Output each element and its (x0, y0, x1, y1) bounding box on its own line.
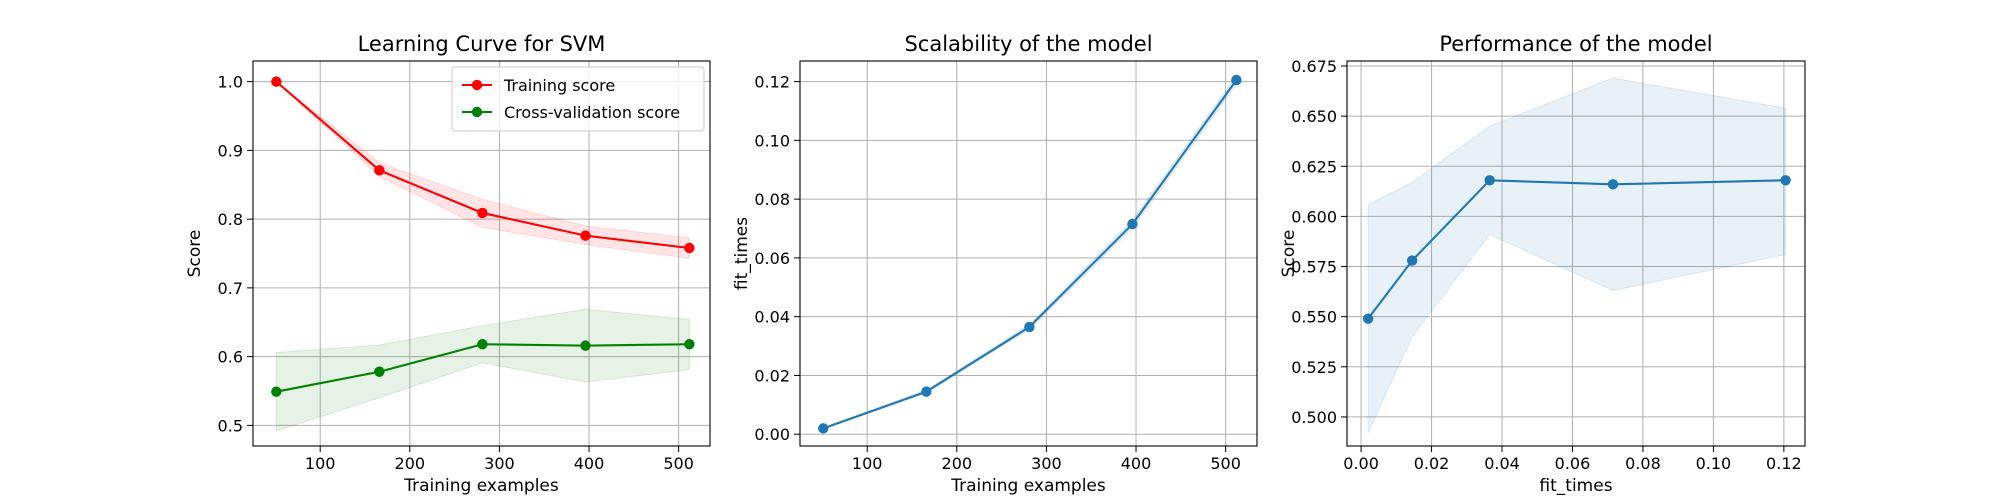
y-tick-label: 0.7 (218, 279, 243, 298)
y-tick-label: 0.02 (754, 366, 790, 385)
y-axis-label: Score (1279, 230, 1299, 278)
data-point (271, 76, 282, 87)
grid (800, 61, 1257, 446)
chart-title: Performance of the model (1439, 32, 1712, 56)
data-point (1362, 313, 1374, 324)
legend-swatch-marker (471, 79, 483, 91)
x-tick-label: 500 (1210, 454, 1241, 473)
x-tick-label: 500 (663, 454, 694, 473)
y-tick-label: 0.575 (1291, 258, 1337, 277)
data-point (1231, 74, 1242, 86)
x-tick-label: 200 (942, 454, 973, 473)
y-tick-label: 0.04 (754, 308, 790, 327)
data-point (477, 207, 488, 219)
x-tick-label: 0.04 (1484, 454, 1520, 473)
y-tick-label: 0.9 (218, 141, 243, 160)
x-axis-label: Training examples (950, 476, 1106, 496)
data-point (374, 165, 385, 176)
data-point (580, 230, 591, 241)
chart-title: Scalability of the model (904, 32, 1152, 56)
data-point (1406, 255, 1418, 266)
axes-frame (252, 60, 711, 447)
data-point (374, 366, 385, 377)
data-point (1127, 218, 1138, 230)
data-point (1484, 175, 1495, 186)
x-tick-label: 0.02 (1414, 454, 1450, 473)
x-tick-label: 100 (852, 454, 883, 473)
y-tick-label: 0.5 (218, 416, 243, 435)
data-point (1780, 175, 1791, 186)
grid (1347, 61, 1805, 446)
y-axis-label: Score (185, 230, 205, 278)
x-tick-label: 300 (1031, 454, 1062, 473)
x-tick-label: 0.06 (1555, 454, 1591, 473)
y-tick-label: 0.550 (1291, 308, 1337, 327)
y-tick-label: 0.6 (218, 348, 243, 367)
y-tick-label: 0.500 (1291, 408, 1337, 427)
axes-frame (1346, 60, 1806, 447)
data-point (684, 242, 695, 254)
y-tick-label: 1.0 (218, 73, 243, 92)
data-point (1607, 179, 1619, 190)
y-tick-label: 0.08 (754, 190, 790, 209)
data-point (1024, 321, 1035, 333)
data-point (818, 423, 829, 434)
y-tick-label: 0.10 (754, 131, 790, 150)
x-tick-label: 0.12 (1766, 454, 1802, 473)
x-tick-label: 0.00 (1343, 454, 1379, 473)
x-tick-label: 200 (395, 454, 426, 473)
x-axis-label: fit_times (1539, 476, 1612, 496)
axes-frame (799, 60, 1258, 447)
confidence-band (1367, 77, 1787, 434)
data-point (921, 386, 932, 397)
data-point (580, 340, 591, 351)
y-tick-label: 0.625 (1291, 157, 1337, 176)
legend-swatch-marker (471, 106, 483, 118)
x-tick-label: 0.08 (1625, 454, 1661, 473)
y-tick-label: 0.675 (1291, 57, 1337, 76)
y-tick-label: 0.8 (218, 210, 243, 229)
y-tick-label: 0.525 (1291, 358, 1337, 377)
x-tick-label: 400 (574, 454, 605, 473)
x-tick-label: 100 (305, 454, 336, 473)
learning-curve-panel: 100 200 300 400 500 0.5 0.6 0.7 0.8 0.9 1.0 Learnin… (185, 32, 711, 496)
confidence-band (275, 308, 690, 432)
y-tick-label: 0.650 (1291, 107, 1337, 126)
legend-label: Training score (503, 76, 615, 95)
y-axis-label: fit_times (732, 217, 752, 290)
x-tick-label: 400 (1121, 454, 1152, 473)
legend-box (451, 66, 705, 132)
performance-panel: 0.00 0.02 0.04 0.06 0.08 0.10 0.12 0.500 0.525 0.… (1279, 32, 1806, 496)
data-point (271, 386, 282, 397)
data-point (684, 339, 695, 350)
chart-title: Learning Curve for SVM (358, 32, 606, 56)
y-tick-label: 0.12 (754, 73, 790, 92)
x-tick-label: 300 (484, 454, 515, 473)
x-tick-label: 0.10 (1696, 454, 1732, 473)
data-point (477, 339, 488, 350)
y-tick-label: 0.06 (754, 249, 790, 268)
legend: Training score Cross-validation score (451, 66, 705, 132)
scalability-panel: 100 200 300 400 500 0.00 0.02 0.04 0.06 0.08 0.10 0… (732, 32, 1258, 496)
y-tick-label: 0.600 (1291, 207, 1337, 226)
x-axis-label: Training examples (403, 476, 559, 496)
y-tick-label: 0.00 (754, 425, 790, 444)
legend-label: Cross-validation score (504, 103, 680, 122)
